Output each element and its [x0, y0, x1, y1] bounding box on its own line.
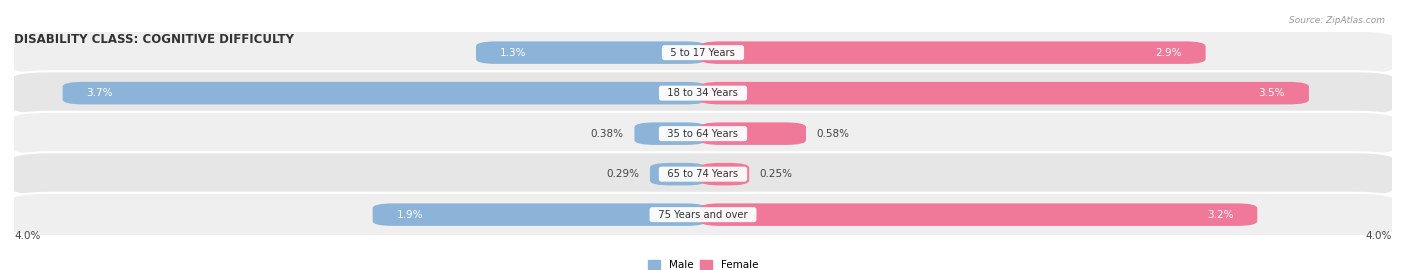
FancyBboxPatch shape: [634, 122, 706, 145]
FancyBboxPatch shape: [7, 31, 1399, 75]
Text: 3.2%: 3.2%: [1206, 210, 1233, 220]
FancyBboxPatch shape: [7, 71, 1399, 115]
Text: DISABILITY CLASS: COGNITIVE DIFFICULTY: DISABILITY CLASS: COGNITIVE DIFFICULTY: [14, 33, 294, 46]
FancyBboxPatch shape: [650, 163, 706, 185]
FancyBboxPatch shape: [477, 41, 706, 64]
Text: 0.25%: 0.25%: [759, 169, 793, 179]
Text: Source: ZipAtlas.com: Source: ZipAtlas.com: [1289, 16, 1385, 25]
FancyBboxPatch shape: [700, 41, 1205, 64]
FancyBboxPatch shape: [7, 152, 1399, 196]
Text: 1.9%: 1.9%: [396, 210, 423, 220]
FancyBboxPatch shape: [7, 112, 1399, 156]
FancyBboxPatch shape: [700, 203, 1257, 226]
Legend: Male, Female: Male, Female: [644, 256, 762, 270]
Text: 3.7%: 3.7%: [86, 88, 112, 98]
Text: 18 to 34 Years: 18 to 34 Years: [661, 88, 745, 98]
Text: 0.29%: 0.29%: [606, 169, 640, 179]
Text: 65 to 74 Years: 65 to 74 Years: [661, 169, 745, 179]
Text: 0.58%: 0.58%: [817, 129, 849, 139]
FancyBboxPatch shape: [63, 82, 706, 104]
FancyBboxPatch shape: [7, 193, 1399, 237]
Text: 4.0%: 4.0%: [14, 231, 41, 241]
FancyBboxPatch shape: [373, 203, 706, 226]
Text: 2.9%: 2.9%: [1156, 48, 1182, 58]
FancyBboxPatch shape: [700, 163, 749, 185]
Text: 75 Years and over: 75 Years and over: [652, 210, 754, 220]
Text: 3.5%: 3.5%: [1258, 88, 1285, 98]
FancyBboxPatch shape: [700, 122, 806, 145]
Text: 0.38%: 0.38%: [591, 129, 624, 139]
Text: 4.0%: 4.0%: [1365, 231, 1392, 241]
Text: 35 to 64 Years: 35 to 64 Years: [661, 129, 745, 139]
Text: 5 to 17 Years: 5 to 17 Years: [665, 48, 741, 58]
Text: 1.3%: 1.3%: [499, 48, 526, 58]
FancyBboxPatch shape: [700, 82, 1309, 104]
